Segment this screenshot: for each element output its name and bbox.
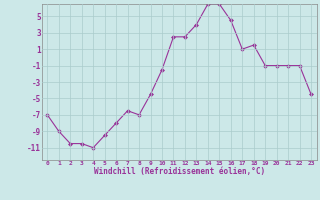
X-axis label: Windchill (Refroidissement éolien,°C): Windchill (Refroidissement éolien,°C) (94, 167, 265, 176)
